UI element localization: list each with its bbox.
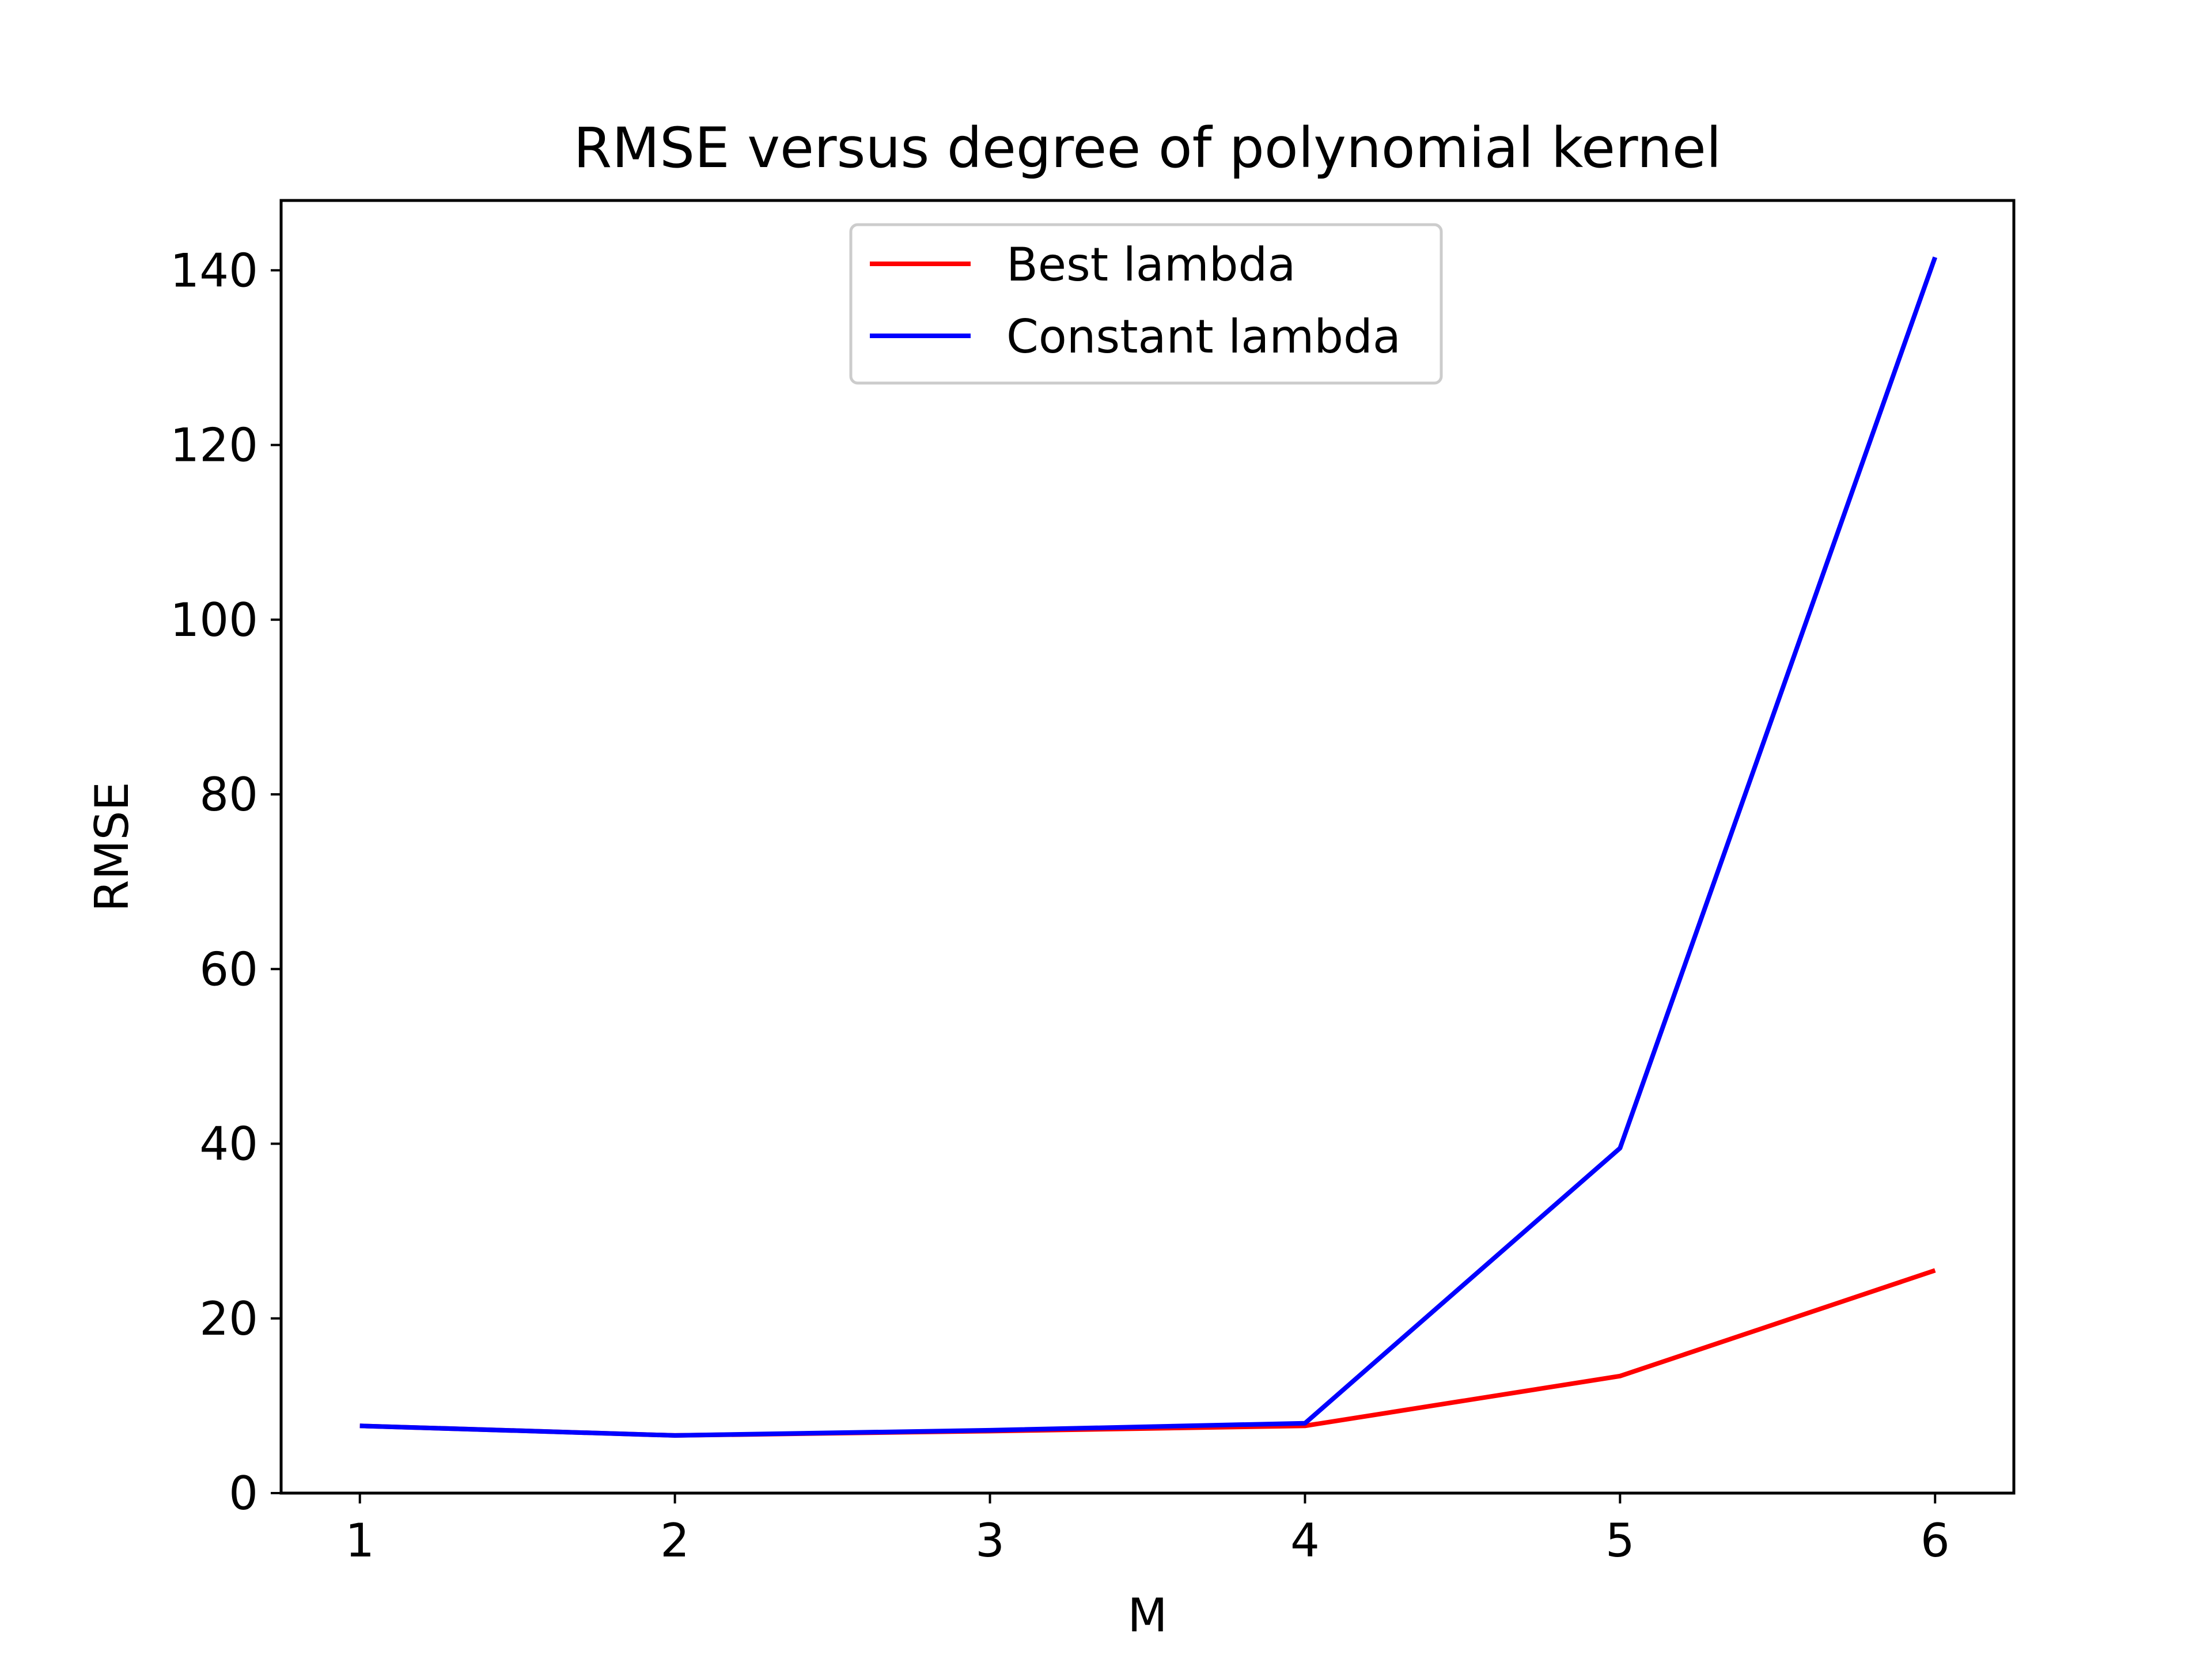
x-tick-label: 3 — [975, 1514, 1005, 1567]
x-tick-label: 1 — [345, 1514, 374, 1567]
y-tick-label: 140 — [170, 244, 258, 297]
legend-label-best-lambda: Best lambda — [1006, 238, 1296, 291]
y-tick-label: 80 — [199, 768, 258, 821]
y-tick-label: 20 — [199, 1292, 258, 1346]
y-axis-label: RMSE — [85, 782, 139, 912]
y-axis-ticks: 0 20 40 60 80 100 120 140 — [170, 244, 281, 1520]
x-tick-label: 5 — [1605, 1514, 1635, 1567]
series-layer — [359, 256, 1938, 1438]
y-tick-label: 40 — [199, 1118, 258, 1171]
y-tick-label: 0 — [229, 1467, 258, 1520]
legend-label-constant-lambda: Constant lambda — [1006, 310, 1401, 363]
plot-area: 1 2 3 4 5 6 0 20 40 60 80 100 120 140 — [170, 199, 2016, 1567]
x-axis-label: M — [1127, 1589, 1167, 1642]
x-tick-label: 4 — [1290, 1514, 1320, 1567]
plot-frame — [279, 199, 2016, 1495]
y-tick-label: 120 — [170, 419, 258, 472]
chart-title: RMSE versus degree of polynomial kernel — [574, 116, 1722, 180]
x-tick-label: 6 — [1921, 1514, 1950, 1567]
legend-box — [849, 223, 1443, 385]
series-line-constant-lambda — [359, 256, 1938, 1438]
x-tick-label: 2 — [660, 1514, 690, 1567]
y-tick-label: 60 — [199, 942, 258, 996]
x-axis-ticks: 1 2 3 4 5 6 — [345, 1493, 1950, 1567]
y-tick-label: 100 — [170, 593, 258, 647]
legend: Best lambda Constant lambda — [849, 223, 1443, 385]
